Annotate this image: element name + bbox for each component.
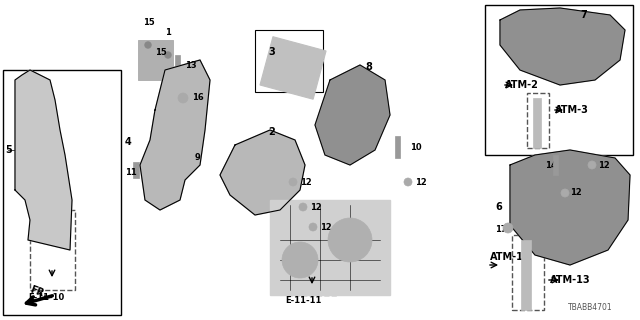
Text: 15: 15	[155, 48, 167, 57]
Bar	[175, 55, 180, 75]
Bar	[533, 98, 541, 148]
Text: TBABB4701: TBABB4701	[568, 303, 612, 312]
Circle shape	[503, 223, 513, 233]
Bar	[512, 235, 544, 310]
Text: 12: 12	[415, 178, 427, 187]
Text: 11: 11	[125, 168, 137, 177]
Bar	[30, 210, 75, 290]
Text: ATM-2: ATM-2	[505, 80, 539, 90]
Bar	[133, 162, 139, 178]
Text: 14: 14	[545, 161, 557, 170]
Bar	[138, 40, 173, 80]
Bar	[270, 200, 390, 295]
Circle shape	[309, 223, 317, 231]
Text: 8: 8	[365, 62, 372, 72]
Circle shape	[561, 189, 569, 197]
Polygon shape	[220, 130, 305, 215]
Text: ATM-3: ATM-3	[555, 105, 589, 115]
Text: 12: 12	[320, 223, 332, 232]
Text: 10: 10	[410, 143, 422, 152]
Circle shape	[165, 52, 171, 58]
Polygon shape	[510, 150, 630, 265]
Bar	[3, 70, 121, 315]
Bar	[485, 5, 633, 155]
Polygon shape	[315, 65, 390, 165]
Text: 2: 2	[268, 127, 275, 137]
Bar	[287, 225, 337, 295]
Text: 13: 13	[185, 61, 196, 70]
Bar	[395, 136, 400, 158]
Circle shape	[145, 42, 151, 48]
Text: 12: 12	[300, 178, 312, 187]
Circle shape	[328, 218, 372, 262]
Text: FR.: FR.	[28, 284, 49, 300]
Circle shape	[282, 242, 318, 278]
Circle shape	[289, 178, 297, 186]
Text: E-11-11: E-11-11	[285, 296, 321, 305]
Text: 1: 1	[165, 28, 171, 37]
Text: 17: 17	[495, 225, 507, 234]
Polygon shape	[15, 70, 72, 250]
Text: 4: 4	[125, 137, 132, 147]
Text: 12: 12	[598, 161, 610, 170]
Text: 7: 7	[580, 10, 587, 20]
Bar	[553, 155, 558, 175]
Text: E-11-10: E-11-10	[28, 293, 64, 302]
Bar	[521, 240, 531, 310]
Text: 12: 12	[310, 203, 322, 212]
Bar	[260, 37, 326, 99]
Text: 5: 5	[5, 145, 12, 155]
Circle shape	[178, 93, 188, 103]
Bar	[527, 93, 549, 148]
Circle shape	[299, 203, 307, 211]
Text: 15: 15	[143, 18, 155, 27]
Text: 12: 12	[570, 188, 582, 197]
Text: ATM-13: ATM-13	[550, 275, 591, 285]
Text: ATM-12: ATM-12	[490, 252, 531, 262]
Bar	[255, 30, 323, 92]
Circle shape	[588, 161, 596, 169]
Text: 3: 3	[268, 47, 275, 57]
Text: 6: 6	[495, 202, 502, 212]
Polygon shape	[500, 8, 625, 85]
Circle shape	[404, 178, 412, 186]
Text: 9: 9	[195, 153, 201, 162]
Polygon shape	[140, 60, 210, 210]
Text: 16: 16	[192, 93, 204, 102]
